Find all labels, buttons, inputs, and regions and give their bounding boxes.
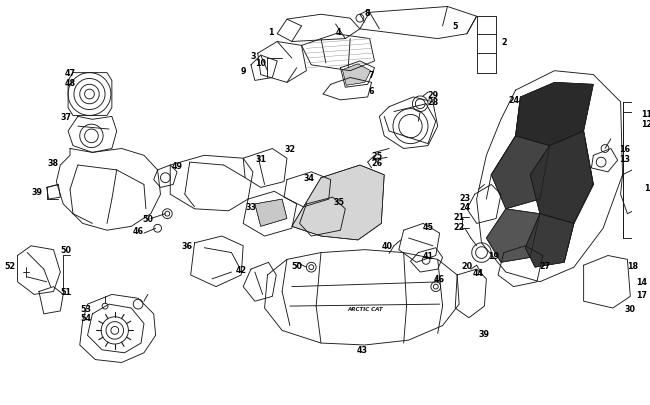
- Text: 51: 51: [60, 287, 72, 296]
- Text: 28: 28: [427, 98, 439, 107]
- Text: 53: 53: [80, 304, 91, 313]
- Text: 46: 46: [434, 275, 445, 284]
- Polygon shape: [292, 166, 384, 240]
- Text: 1: 1: [268, 28, 273, 37]
- Text: 2: 2: [501, 38, 507, 47]
- Text: 38: 38: [48, 158, 59, 167]
- Polygon shape: [515, 83, 593, 146]
- Text: 15: 15: [644, 183, 650, 192]
- Text: 3: 3: [250, 51, 255, 60]
- Text: 35: 35: [333, 197, 344, 206]
- Text: 25: 25: [372, 151, 383, 160]
- Text: 17: 17: [636, 290, 647, 299]
- Text: 27: 27: [539, 261, 551, 270]
- Text: 37: 37: [60, 113, 72, 121]
- Text: 36: 36: [181, 242, 192, 251]
- Text: ARCTIC CAT: ARCTIC CAT: [347, 306, 383, 311]
- Text: 18: 18: [627, 261, 638, 270]
- Polygon shape: [255, 200, 287, 227]
- Text: 4: 4: [336, 28, 341, 37]
- Text: 48: 48: [64, 79, 75, 87]
- Text: 39: 39: [479, 329, 490, 338]
- Text: 7: 7: [369, 71, 374, 80]
- Text: 8: 8: [365, 9, 370, 18]
- Text: 12: 12: [642, 119, 650, 128]
- Text: 24: 24: [508, 96, 519, 105]
- Text: 29: 29: [427, 90, 438, 99]
- Text: 31: 31: [255, 154, 266, 163]
- Text: 10: 10: [255, 59, 266, 68]
- Text: 20: 20: [462, 261, 473, 270]
- Text: 47: 47: [64, 69, 75, 78]
- Text: 22: 22: [454, 222, 465, 231]
- Text: 44: 44: [473, 268, 484, 277]
- Text: 9: 9: [240, 67, 246, 76]
- Text: 26: 26: [372, 158, 383, 167]
- Text: 54: 54: [80, 313, 91, 322]
- Text: 30: 30: [625, 304, 636, 313]
- Polygon shape: [530, 132, 593, 224]
- Text: 6: 6: [369, 86, 374, 96]
- Polygon shape: [525, 214, 574, 268]
- Text: 32: 32: [284, 145, 296, 153]
- Text: 21: 21: [454, 213, 465, 222]
- Text: 23: 23: [460, 193, 471, 202]
- Text: 45: 45: [422, 222, 434, 231]
- Text: 50: 50: [60, 245, 72, 254]
- Polygon shape: [343, 65, 370, 86]
- Text: 13: 13: [619, 154, 630, 163]
- Text: 33: 33: [246, 203, 257, 212]
- Text: 5: 5: [452, 22, 458, 31]
- Text: 34: 34: [304, 174, 315, 183]
- Text: 43: 43: [356, 345, 367, 354]
- Text: 46: 46: [133, 226, 144, 235]
- Text: 50: 50: [142, 215, 153, 224]
- Text: 49: 49: [172, 161, 183, 170]
- Text: 39: 39: [31, 188, 42, 196]
- Text: 50: 50: [291, 261, 302, 270]
- Text: 14: 14: [636, 277, 647, 287]
- Text: 40: 40: [382, 242, 393, 251]
- Polygon shape: [486, 209, 540, 263]
- Text: 24: 24: [460, 203, 471, 212]
- Text: 11: 11: [642, 110, 650, 119]
- Polygon shape: [491, 136, 550, 209]
- Text: 41: 41: [422, 252, 434, 260]
- Text: 19: 19: [489, 252, 500, 260]
- Text: 42: 42: [236, 265, 247, 274]
- Text: 16: 16: [619, 145, 630, 153]
- Text: 52: 52: [4, 261, 16, 270]
